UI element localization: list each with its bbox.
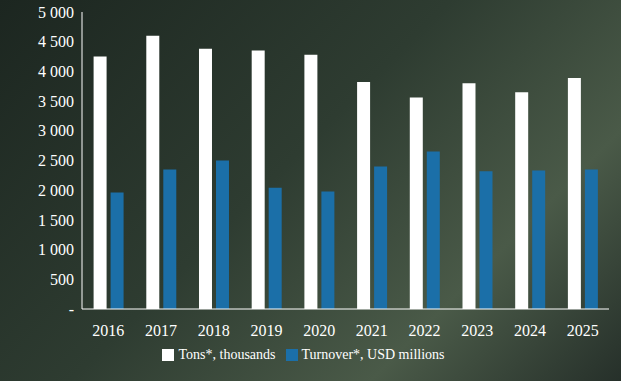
svg-text:3 500: 3 500 <box>38 93 74 110</box>
svg-text:500: 500 <box>50 271 74 288</box>
svg-text:4 000: 4 000 <box>38 63 74 80</box>
svg-text:2019: 2019 <box>250 322 282 339</box>
svg-text:2023: 2023 <box>461 322 493 339</box>
svg-text:2024: 2024 <box>514 322 546 339</box>
svg-text:2 500: 2 500 <box>38 152 74 169</box>
svg-text:2016: 2016 <box>92 322 124 339</box>
svg-text:1 500: 1 500 <box>38 212 74 229</box>
svg-text:1 000: 1 000 <box>38 241 74 258</box>
svg-text:3 000: 3 000 <box>38 122 74 139</box>
svg-text:2017: 2017 <box>145 322 177 339</box>
svg-text:5 000: 5 000 <box>38 4 74 21</box>
svg-text:2020: 2020 <box>303 322 335 339</box>
svg-text:2 000: 2 000 <box>38 182 74 199</box>
html-text:Tons*, thousands: Tons*, thousands <box>178 347 276 362</box>
svg-text:2025: 2025 <box>567 322 599 339</box>
svg-text:-: - <box>69 301 74 318</box>
svg-text:2018: 2018 <box>198 322 230 339</box>
svg-text:2021: 2021 <box>356 322 388 339</box>
svg-text:2022: 2022 <box>409 322 441 339</box>
html-text:Turnover*, USD millions: Turnover*, USD millions <box>301 347 445 362</box>
svg-text:4 500: 4 500 <box>38 33 74 50</box>
